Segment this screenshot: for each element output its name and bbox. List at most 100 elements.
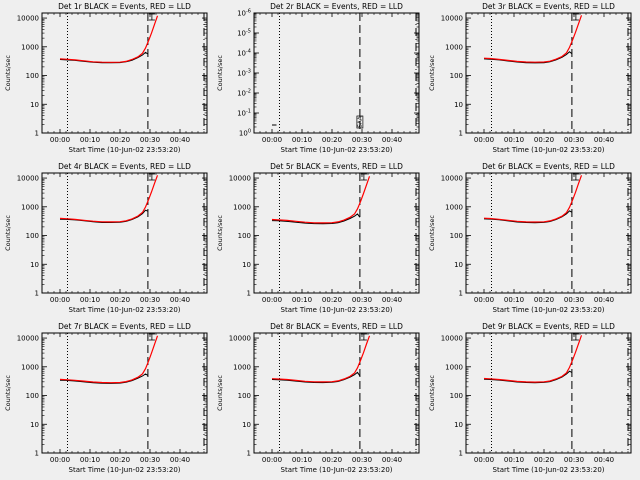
- y-axis-label: Counts/sec: [216, 55, 224, 91]
- x-tick-label: 00:20: [110, 456, 130, 464]
- x-tick-label: 00:40: [170, 136, 190, 144]
- x-tick-label: 00:30: [352, 136, 372, 144]
- x-tick-label: 00:00: [474, 296, 494, 304]
- x-tick-label: 00:00: [50, 456, 70, 464]
- x-tick-label: 00:20: [322, 136, 342, 144]
- y-tick-label: 1000: [445, 203, 463, 211]
- x-tick-label: 00:40: [382, 136, 402, 144]
- panel-title: Det 5r BLACK = Events, RED = LLD: [270, 162, 403, 171]
- y-tick-label: 10000: [17, 175, 39, 183]
- y-tick-label: 1: [459, 450, 463, 458]
- plot-frame: [465, 172, 632, 294]
- x-tick-label: 00:40: [382, 296, 402, 304]
- y-tick-label: 1: [35, 290, 39, 298]
- x-axis-label: Start Time (10-Jun-02 23:53:20): [281, 466, 393, 474]
- y-tick-label: 100: [239, 129, 251, 138]
- x-tick-label: 00:00: [474, 136, 494, 144]
- x-tick-label: 00:20: [322, 456, 342, 464]
- y-tick-label: 1000: [233, 363, 251, 371]
- y-tick-label: 1: [35, 450, 39, 458]
- x-tick-label: 00:20: [534, 296, 554, 304]
- y-axis-label: Counts/sec: [428, 215, 436, 251]
- det-9r-panel: Det 9r BLACK = Events, RED = LLD Start Ti…: [428, 322, 632, 474]
- x-tick-label: 00:30: [564, 456, 584, 464]
- top-bracket-marker: SAA: [356, 115, 364, 129]
- events-series-line: [271, 371, 361, 384]
- det-1r-panel: Det 1r BLACK = Events, RED = LLD Start Ti…: [4, 2, 208, 154]
- lld-series-line: [59, 175, 159, 223]
- plot-frame: [41, 172, 208, 294]
- lld-series-line: [483, 335, 583, 383]
- y-axis-label: Counts/sec: [428, 375, 436, 411]
- top-bracket-marker: [572, 333, 579, 341]
- det-2r-panel: Det 2r BLACK = Events, RED = LLD Start Ti…: [216, 2, 420, 154]
- x-axis-label: Start Time (10-Jun-02 23:53:20): [69, 466, 181, 474]
- y-tick-label: 10-6: [237, 9, 251, 18]
- x-tick-label: 00:40: [594, 296, 614, 304]
- y-tick-label: 10: [242, 261, 251, 269]
- y-tick-label: 10-5: [237, 29, 251, 38]
- lld-series-line: [483, 15, 583, 63]
- y-axis-label: Counts/sec: [4, 55, 12, 91]
- plot-frame: [465, 332, 632, 454]
- y-tick-label: 10-2: [237, 89, 251, 98]
- plot-frame: [465, 12, 632, 134]
- y-tick-label: 10: [242, 421, 251, 429]
- panel-title: Det 9r BLACK = Events, RED = LLD: [482, 322, 615, 331]
- saa-box: [356, 115, 364, 129]
- x-tick-label: 00:30: [564, 136, 584, 144]
- panel-title: Det 8r BLACK = Events, RED = LLD: [270, 322, 403, 331]
- x-tick-label: 00:00: [50, 296, 70, 304]
- x-tick-label: 00:10: [504, 456, 524, 464]
- x-tick-label: 00:40: [594, 136, 614, 144]
- y-tick-label: 100: [450, 72, 463, 80]
- x-tick-label: 00:40: [170, 456, 190, 464]
- y-axis-label: Counts/sec: [216, 375, 224, 411]
- y-tick-label: 1: [35, 130, 39, 138]
- y-tick-label: 10-4: [237, 49, 251, 58]
- x-axis-label: Start Time (10-Jun-02 23:53:20): [281, 306, 393, 314]
- y-tick-label: 10: [30, 421, 39, 429]
- y-tick-label: 10: [454, 421, 463, 429]
- panel-title: Det 7r BLACK = Events, RED = LLD: [58, 322, 191, 331]
- x-axis-label: Start Time (10-Jun-02 23:53:20): [493, 466, 605, 474]
- x-tick-label: 00:20: [534, 456, 554, 464]
- x-tick-label: 00:20: [110, 296, 130, 304]
- y-tick-label: 100: [450, 232, 463, 240]
- y-tick-label: 1: [247, 290, 251, 298]
- panel-title: Det 3r BLACK = Events, RED = LLD: [482, 2, 615, 11]
- y-tick-label: 10000: [441, 335, 463, 343]
- y-tick-label: 100: [238, 232, 251, 240]
- x-axis-label: Start Time (10-Jun-02 23:53:20): [69, 146, 181, 154]
- lld-series-line: [483, 175, 583, 223]
- y-tick-label: 10: [454, 101, 463, 109]
- x-tick-label: 00:00: [262, 296, 282, 304]
- x-tick-label: 00:10: [80, 296, 100, 304]
- x-tick-label: 00:10: [80, 456, 100, 464]
- y-axis-label: Counts/sec: [216, 215, 224, 251]
- y-tick-label: 10-3: [237, 69, 251, 78]
- y-tick-label: 10000: [229, 175, 251, 183]
- saa-label: SAA: [357, 116, 363, 128]
- panel-title: Det 1r BLACK = Events, RED = LLD: [58, 2, 191, 11]
- top-bracket-marker: [148, 333, 155, 341]
- det-7r-panel: Det 7r BLACK = Events, RED = LLD Start Ti…: [4, 322, 208, 474]
- y-tick-label: 10000: [441, 175, 463, 183]
- det-8r-panel: Det 8r BLACK = Events, RED = LLD Start Ti…: [216, 322, 420, 474]
- top-bracket-marker: [572, 173, 579, 181]
- plot-frame: [253, 12, 420, 134]
- y-tick-label: 1000: [21, 363, 39, 371]
- panel-title: Det 6r BLACK = Events, RED = LLD: [482, 162, 615, 171]
- x-tick-label: 00:00: [262, 136, 282, 144]
- top-bracket-marker: [360, 173, 367, 181]
- y-tick-label: 10000: [17, 335, 39, 343]
- y-tick-label: 10000: [229, 335, 251, 343]
- y-tick-label: 10000: [441, 15, 463, 23]
- top-bracket-marker: [360, 333, 367, 341]
- x-axis-label: Start Time (10-Jun-02 23:53:20): [493, 146, 605, 154]
- x-tick-label: 00:10: [80, 136, 100, 144]
- y-tick-label: 1000: [21, 43, 39, 51]
- y-tick-label: 1000: [445, 43, 463, 51]
- x-tick-label: 00:20: [534, 136, 554, 144]
- y-tick-label: 100: [238, 392, 251, 400]
